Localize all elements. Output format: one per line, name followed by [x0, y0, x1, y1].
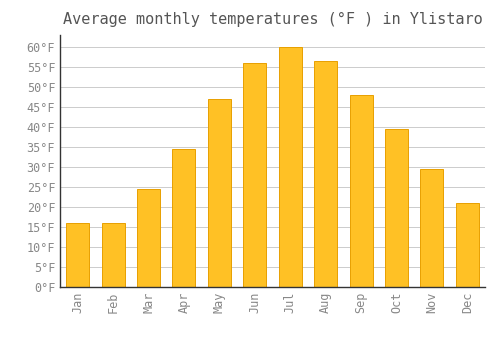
Bar [314, 61, 337, 287]
Bar [102, 223, 124, 287]
Bar [66, 223, 89, 287]
Bar [385, 129, 408, 287]
Bar [244, 63, 266, 287]
Bar [350, 95, 372, 287]
Bar [456, 203, 479, 287]
Bar [278, 47, 301, 287]
Title: Average monthly temperatures (°F ) in Ylistaro: Average monthly temperatures (°F ) in Yl… [62, 12, 482, 27]
Bar [137, 189, 160, 287]
Bar [172, 149, 196, 287]
Bar [208, 99, 231, 287]
Bar [420, 169, 444, 287]
